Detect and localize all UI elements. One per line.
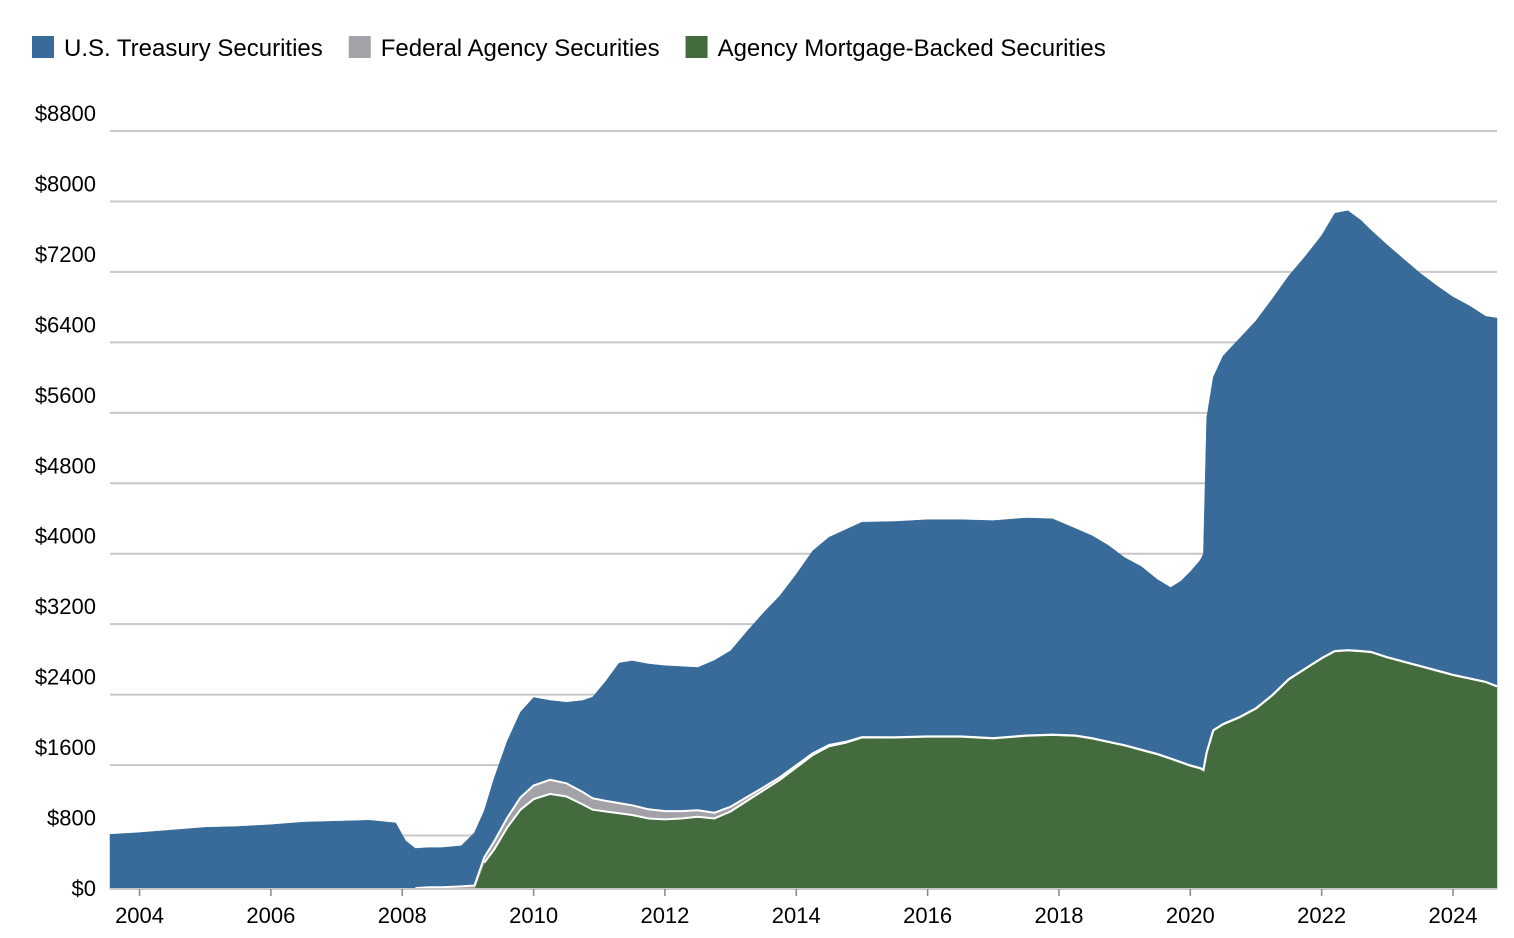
y-tick-label: $5600 [35, 383, 96, 408]
x-tick-label: 2022 [1297, 903, 1346, 928]
legend[interactable]: U.S. Treasury Securities Federal Agency S… [32, 35, 1106, 62]
legend-item-u-s-treasury-securities[interactable]: U.S. Treasury Securities [32, 35, 323, 62]
series-separator [415, 649, 1498, 890]
y-tick-label: $6400 [35, 312, 96, 337]
x-tick-label: 2020 [1166, 903, 1215, 928]
y-tick-label: $8000 [35, 171, 96, 196]
x-tick-label: 2008 [378, 903, 427, 928]
y-tick-label: $7200 [35, 242, 96, 267]
y-tick-label: $4000 [35, 524, 96, 549]
legend-item-agency-mortgage-backed-securities[interactable]: Agency Mortgage-Backed Securities [685, 35, 1106, 62]
x-tick-label: 2018 [1034, 903, 1083, 928]
y-tick-label: $8800 [35, 101, 96, 126]
legend-label: U.S. Treasury Securities [64, 35, 323, 62]
legend-swatch [685, 36, 708, 58]
x-tick-label: 2024 [1429, 903, 1478, 928]
y-tick-label: $0 [72, 876, 96, 901]
plot-areas [109, 210, 1498, 890]
y-tick-label: $4800 [35, 453, 96, 478]
legend-label: Federal Agency Securities [381, 35, 660, 62]
x-axis: 2004 2006 2008 2010 2012 2014 2016 2018 2020 2022… [115, 889, 1477, 928]
legend-swatch [348, 36, 371, 58]
y-tick-label: $1600 [35, 735, 96, 760]
legend-label: Agency Mortgage-Backed Securities [718, 35, 1106, 62]
y-tick-label: $800 [47, 806, 96, 831]
x-tick-label: 2012 [640, 903, 689, 928]
legend-swatch [32, 36, 54, 58]
x-tick-label: 2010 [509, 903, 558, 928]
x-tick-label: 2016 [903, 903, 952, 928]
x-tick-label: 2004 [115, 903, 164, 928]
y-tick-label: $2400 [35, 665, 96, 690]
x-tick-label: 2006 [246, 903, 295, 928]
legend-item-federal-agency-securities[interactable]: Federal Agency Securities [348, 35, 660, 62]
x-tick-label: 2014 [772, 903, 821, 928]
y-tick-label: $3200 [35, 594, 96, 619]
gridlines [110, 130, 1497, 837]
y-axis: $0 $800 $1600 $2400 $3200 $4000 $4800 $5600 $640… [35, 101, 96, 901]
